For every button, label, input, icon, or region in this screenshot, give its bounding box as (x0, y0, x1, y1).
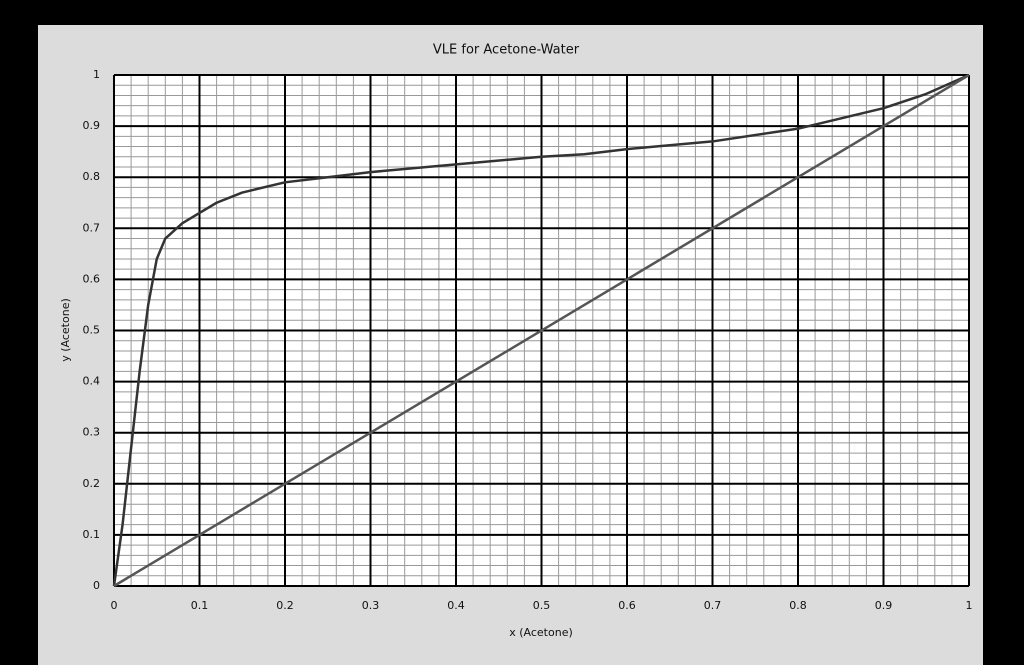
x-axis-label: x (Acetone) (509, 626, 573, 639)
y-tick-label: 0.9 (83, 119, 101, 132)
x-tick-label: 0.6 (618, 599, 636, 612)
y-tick-label: 0.2 (83, 477, 101, 490)
x-tick-label: 0.4 (447, 599, 465, 612)
y-tick-label: 0.7 (83, 221, 101, 234)
y-tick-label: 0.4 (83, 375, 101, 388)
x-tick-label: 0.1 (191, 599, 209, 612)
x-tick-label: 0.2 (276, 599, 294, 612)
x-tick-label: 0 (111, 599, 118, 612)
y-tick-label: 0.8 (83, 170, 101, 183)
x-tick-label: 0.8 (789, 599, 807, 612)
y-tick-label: 0.1 (83, 528, 101, 541)
y-tick-label: 0.5 (83, 324, 101, 337)
y-axis-label: y (Acetone) (59, 298, 72, 362)
chart-title: VLE for Acetone-Water (433, 43, 580, 58)
x-tick-label: 1 (966, 599, 973, 612)
x-tick-label: 0.7 (704, 599, 722, 612)
x-tick-label: 0.5 (533, 599, 551, 612)
data-line (113, 73, 970, 588)
y-tick-label: 0 (93, 579, 100, 592)
y-tick-label: 0.3 (83, 426, 101, 439)
y-tick-label: 0.6 (83, 272, 101, 285)
x-tick-label: 0.3 (362, 599, 380, 612)
x-tick-label: 0.9 (875, 599, 893, 612)
data-line (112, 73, 970, 587)
y-tick-label: 1 (93, 68, 100, 81)
